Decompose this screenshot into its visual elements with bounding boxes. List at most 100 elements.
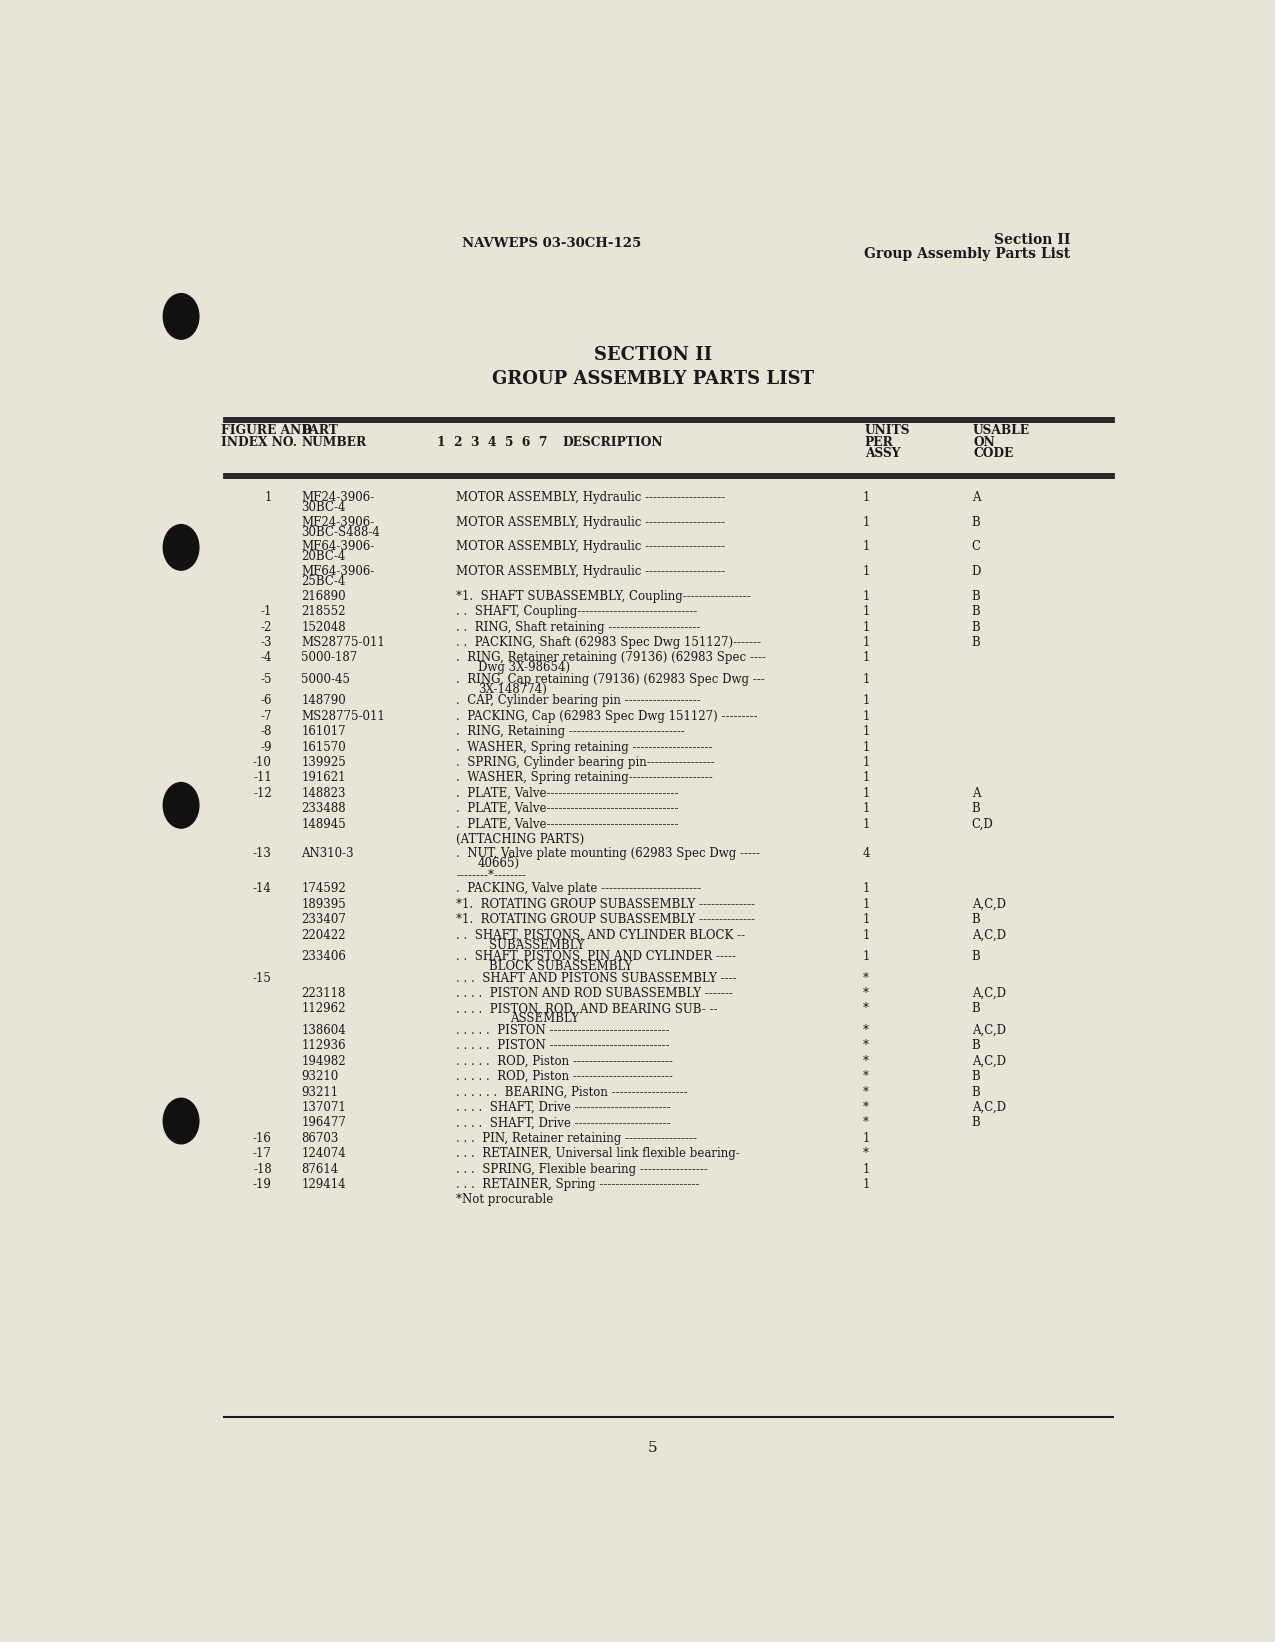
Text: . . . .  SHAFT, Drive ------------------------: . . . . SHAFT, Drive -------------------… <box>456 1102 671 1113</box>
Text: B: B <box>972 635 980 649</box>
Text: *: * <box>863 1085 870 1098</box>
Text: .  PLATE, Valve---------------------------------: . PLATE, Valve--------------------------… <box>456 787 678 800</box>
Circle shape <box>163 783 199 828</box>
Text: 86703: 86703 <box>301 1131 339 1144</box>
Text: 1: 1 <box>862 755 870 768</box>
Text: 30BC-S488-4: 30BC-S488-4 <box>301 525 380 539</box>
Text: .  PACKING, Cap (62983 Spec Dwg 151127) ---------: . PACKING, Cap (62983 Spec Dwg 151127) -… <box>456 709 757 722</box>
Text: 4: 4 <box>862 847 870 860</box>
Text: B: B <box>972 913 980 926</box>
Text: 25BC-4: 25BC-4 <box>301 575 346 588</box>
Text: A,C,D: A,C,D <box>972 987 1006 1000</box>
Text: -18: -18 <box>252 1163 272 1176</box>
Text: B: B <box>972 606 980 617</box>
Text: MOTOR ASSEMBLY, Hydraulic --------------------: MOTOR ASSEMBLY, Hydraulic --------------… <box>456 491 725 504</box>
Text: 1: 1 <box>862 772 870 785</box>
Text: 1: 1 <box>862 928 870 941</box>
Text: 1: 1 <box>862 565 870 578</box>
Text: *1.  ROTATING GROUP SUBASSEMBLY --------------: *1. ROTATING GROUP SUBASSEMBLY ---------… <box>456 913 755 926</box>
Text: AN310-3: AN310-3 <box>301 847 354 860</box>
Text: *: * <box>863 987 870 1000</box>
Circle shape <box>163 1098 199 1144</box>
Text: INDEX NO.: INDEX NO. <box>222 435 297 448</box>
Text: .  NUT, Valve plate mounting (62983 Spec Dwg -----: . NUT, Valve plate mounting (62983 Spec … <box>456 847 760 860</box>
Text: 161017: 161017 <box>301 726 346 739</box>
Text: . .  SHAFT, Coupling------------------------------: . . SHAFT, Coupling---------------------… <box>456 606 697 617</box>
Text: Dwg 3X-98654): Dwg 3X-98654) <box>478 662 570 675</box>
Text: . . .  PIN, Retainer retaining ------------------: . . . PIN, Retainer retaining ----------… <box>456 1131 697 1144</box>
Text: 1: 1 <box>862 882 870 895</box>
Text: 5000-187: 5000-187 <box>301 652 357 665</box>
Text: ON: ON <box>973 435 995 448</box>
Text: . .  SHAFT, PISTONS, PIN AND CYLINDER -----: . . SHAFT, PISTONS, PIN AND CYLINDER ---… <box>456 951 736 964</box>
Text: BLOCK SUBASSEMBLY: BLOCK SUBASSEMBLY <box>488 961 632 974</box>
Text: B: B <box>972 1117 980 1130</box>
Text: 233406: 233406 <box>301 951 346 964</box>
Text: 1: 1 <box>862 635 870 649</box>
Text: -13: -13 <box>252 847 272 860</box>
Text: -14: -14 <box>252 882 272 895</box>
Text: 220422: 220422 <box>301 928 346 941</box>
Text: B: B <box>972 1039 980 1053</box>
Text: C: C <box>972 540 980 553</box>
Text: -15: -15 <box>252 972 272 985</box>
Text: -19: -19 <box>252 1177 272 1190</box>
Text: -17: -17 <box>252 1148 272 1161</box>
Text: 139925: 139925 <box>301 755 346 768</box>
Text: 5000-45: 5000-45 <box>301 673 351 686</box>
Text: NUMBER: NUMBER <box>301 435 366 448</box>
Text: . . . .  SHAFT, Drive ------------------------: . . . . SHAFT, Drive -------------------… <box>456 1117 671 1130</box>
Text: 1: 1 <box>862 741 870 754</box>
Text: . . . . .  PISTON ------------------------------: . . . . . PISTON -----------------------… <box>456 1039 669 1053</box>
Text: MOTOR ASSEMBLY, Hydraulic --------------------: MOTOR ASSEMBLY, Hydraulic --------------… <box>456 540 725 553</box>
Text: 20BC-4: 20BC-4 <box>301 550 346 563</box>
Text: MS28775-011: MS28775-011 <box>301 635 385 649</box>
Text: . . . . .  ROD, Piston -------------------------: . . . . . ROD, Piston ------------------… <box>456 1054 673 1067</box>
Text: B: B <box>972 1003 980 1015</box>
Text: 87614: 87614 <box>301 1163 338 1176</box>
Text: 216890: 216890 <box>301 589 346 603</box>
Text: 1: 1 <box>862 913 870 926</box>
Text: B: B <box>972 1071 980 1084</box>
Text: *: * <box>863 1148 870 1161</box>
Text: *Not procurable: *Not procurable <box>456 1194 553 1207</box>
Text: *: * <box>863 1117 870 1130</box>
Text: . . . . .  PISTON ------------------------------: . . . . . PISTON -----------------------… <box>456 1025 669 1038</box>
Text: 124074: 124074 <box>301 1148 346 1161</box>
Text: 1: 1 <box>264 491 272 504</box>
Text: *: * <box>863 1054 870 1067</box>
Text: FIGURE AND: FIGURE AND <box>222 424 312 437</box>
Text: 1: 1 <box>862 491 870 504</box>
Circle shape <box>163 525 199 570</box>
Text: CODE: CODE <box>973 447 1014 460</box>
Text: A,C,D: A,C,D <box>972 1054 1006 1067</box>
Text: .  RING, Retaining -----------------------------: . RING, Retaining ----------------------… <box>456 726 685 739</box>
Text: . . . .  PISTON AND ROD SUBASSEMBLY -------: . . . . PISTON AND ROD SUBASSEMBLY -----… <box>456 987 733 1000</box>
Text: 129414: 129414 <box>301 1177 346 1190</box>
Text: . . .  SHAFT AND PISTONS SUBASSEMBLY ----: . . . SHAFT AND PISTONS SUBASSEMBLY ---- <box>456 972 737 985</box>
Text: .  SPRING, Cylinder bearing pin-----------------: . SPRING, Cylinder bearing pin----------… <box>456 755 715 768</box>
Text: GROUP ASSEMBLY PARTS LIST: GROUP ASSEMBLY PARTS LIST <box>492 371 813 388</box>
Text: 1: 1 <box>862 1163 870 1176</box>
Text: MF64-3906-: MF64-3906- <box>301 565 375 578</box>
Text: . . . .  PISTON, ROD, AND BEARING SUB- --: . . . . PISTON, ROD, AND BEARING SUB- -- <box>456 1003 718 1015</box>
Text: -16: -16 <box>252 1131 272 1144</box>
Text: *1.  SHAFT SUBASSEMBLY, Coupling-----------------: *1. SHAFT SUBASSEMBLY, Coupling---------… <box>456 589 751 603</box>
Text: --------*--------: --------*-------- <box>456 869 527 882</box>
Text: -10: -10 <box>252 755 272 768</box>
Text: -1: -1 <box>260 606 272 617</box>
Text: 3X-148774): 3X-148774) <box>478 683 547 696</box>
Text: 1: 1 <box>862 695 870 708</box>
Text: 1: 1 <box>862 1131 870 1144</box>
Text: .  CAP, Cylinder bearing pin -------------------: . CAP, Cylinder bearing pin ------------… <box>456 695 701 708</box>
Text: C,D: C,D <box>972 818 993 831</box>
Text: .  PLATE, Valve---------------------------------: . PLATE, Valve--------------------------… <box>456 818 678 831</box>
Text: 148945: 148945 <box>301 818 346 831</box>
Text: 189395: 189395 <box>301 898 346 911</box>
Text: B: B <box>972 589 980 603</box>
Text: . . .  SPRING, Flexible bearing -----------------: . . . SPRING, Flexible bearing ---------… <box>456 1163 708 1176</box>
Text: A: A <box>972 491 980 504</box>
Text: -8: -8 <box>260 726 272 739</box>
Text: NAVWEPS 03-30CH-125: NAVWEPS 03-30CH-125 <box>462 236 641 250</box>
Text: A,C,D: A,C,D <box>972 928 1006 941</box>
